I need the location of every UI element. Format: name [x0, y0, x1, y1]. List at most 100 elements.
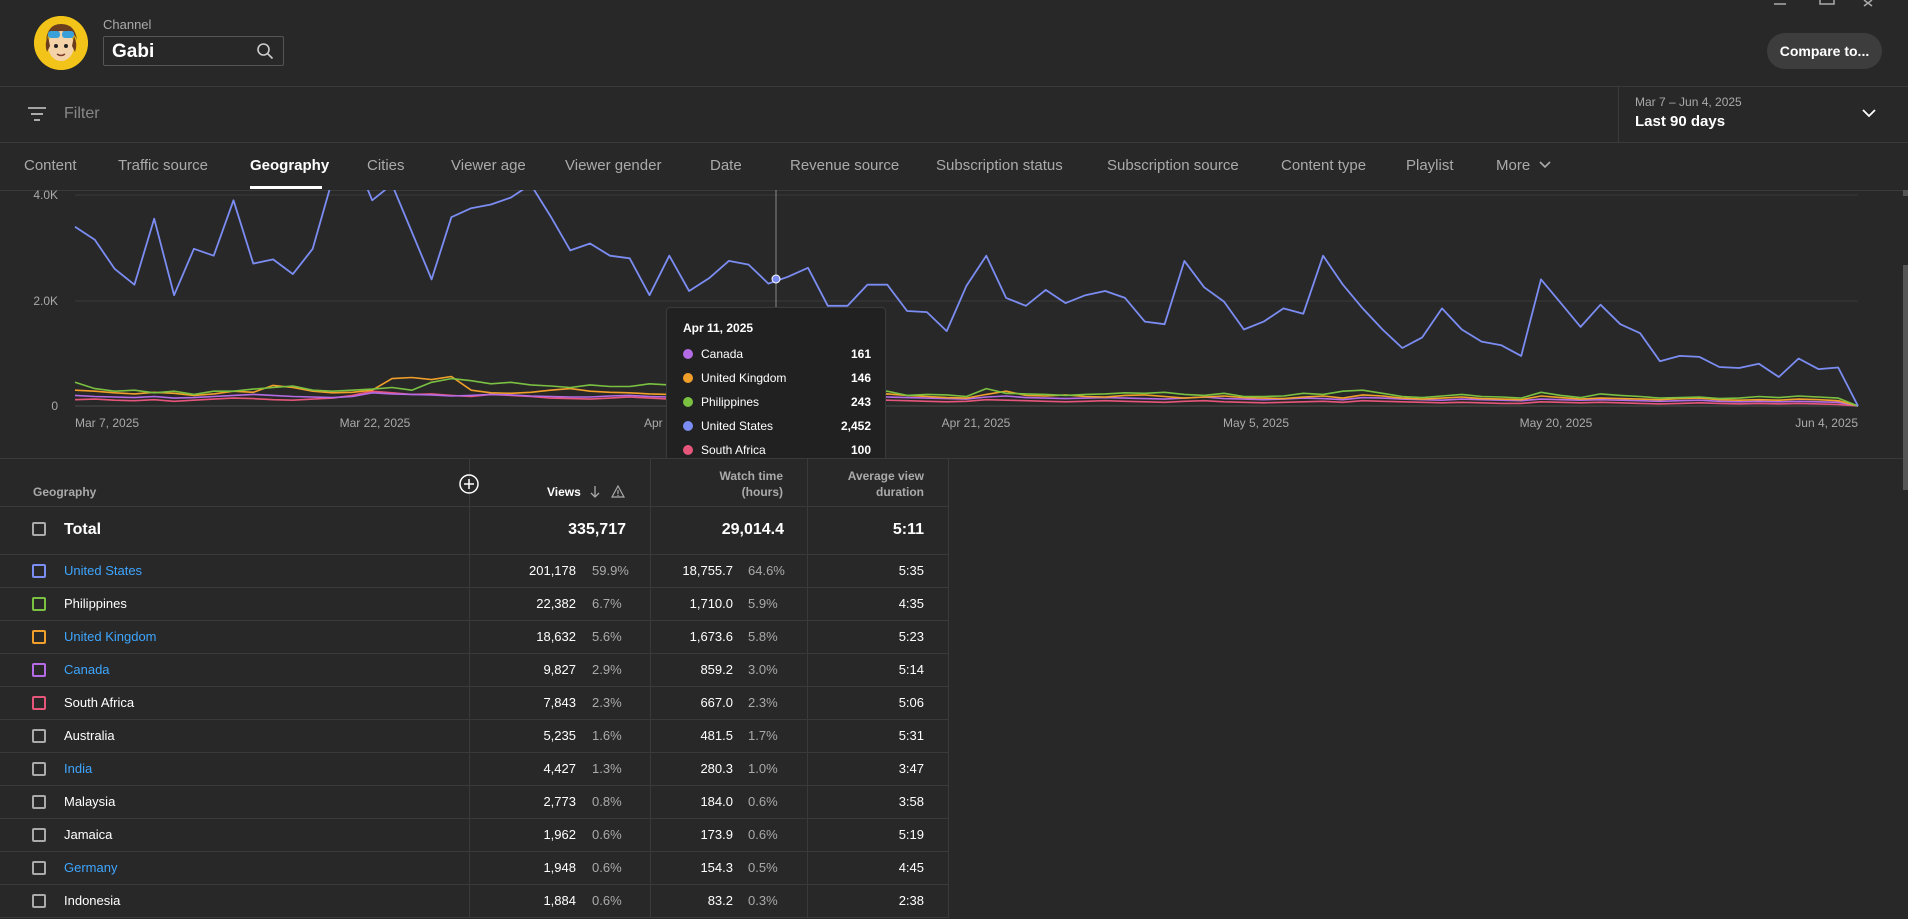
country-name: Philippines [64, 596, 127, 611]
tab-subscription-source[interactable]: Subscription source [1107, 157, 1239, 174]
compare-to-button[interactable]: Compare to... [1767, 33, 1882, 69]
tooltip-row: United States 2,452 [683, 417, 871, 437]
row-checkbox[interactable] [32, 564, 46, 578]
tooltip-country: United States [701, 419, 774, 433]
views-line-chart[interactable]: 4.0K 2.0K 0 Mar 7, 2025 Mar 22, 2025 Apr… [0, 190, 1908, 458]
column-header-avg-duration[interactable]: Average view [847, 469, 924, 483]
column-header-watch-time[interactable]: Watch time [719, 469, 783, 483]
watch-time-percent: 5.8% [748, 629, 778, 644]
row-checkbox[interactable] [32, 795, 46, 809]
x-tick-label: Mar 22, 2025 [340, 416, 411, 430]
channel-name[interactable]: Gabi [112, 41, 155, 62]
table-row[interactable]: India 4,427 1.3% 280.3 1.0% 3:47 [0, 752, 948, 786]
channel-avatar[interactable] [34, 16, 88, 70]
country-name[interactable]: Canada [64, 662, 110, 677]
row-checkbox[interactable] [32, 762, 46, 776]
tab-viewer-age[interactable]: Viewer age [451, 157, 526, 174]
date-period-label[interactable]: Last 90 days [1635, 113, 1726, 130]
y-tick-label: 4.0K [33, 190, 58, 202]
warning-icon[interactable] [611, 485, 625, 498]
tab-traffic-source[interactable]: Traffic source [118, 157, 209, 174]
total-checkbox[interactable] [32, 522, 46, 536]
row-checkbox[interactable] [32, 828, 46, 842]
legend-dot-icon [683, 421, 693, 431]
watch-time-value: 154.3 [700, 860, 733, 875]
table-row[interactable]: Germany 1,948 0.6% 154.3 0.5% 4:45 [0, 851, 948, 885]
watch-time-value: 184.0 [700, 794, 733, 809]
watch-time-value: 83.2 [707, 893, 733, 908]
channel-label: Channel [103, 17, 152, 32]
row-checkbox[interactable] [32, 630, 46, 644]
column-header-geography[interactable]: Geography [33, 485, 97, 499]
sort-down-icon[interactable] [589, 485, 601, 499]
table-row[interactable]: South Africa 7,843 2.3% 667.0 2.3% 5:06 [0, 686, 948, 720]
row-checkbox[interactable] [32, 663, 46, 677]
watch-time-percent: 1.0% [748, 761, 778, 776]
add-column-icon[interactable] [459, 474, 479, 494]
table-row[interactable]: Malaysia 2,773 0.8% 184.0 0.6% 3:58 [0, 785, 948, 819]
tab-content[interactable]: Content [24, 157, 77, 174]
views-percent: 0.6% [592, 827, 622, 842]
tooltip-date: Apr 11, 2025 [683, 321, 754, 335]
table-row[interactable]: United Kingdom 18,632 5.6% 1,673.6 5.8% 5:23 [0, 620, 948, 654]
avg-duration-value: 3:58 [898, 794, 924, 809]
y-tick-label: 2.0K [33, 294, 58, 308]
total-row: Total 335,717 29,014.4 5:11 [0, 506, 948, 555]
geography-table [0, 458, 1908, 919]
chevron-down-icon[interactable] [1860, 106, 1878, 120]
watch-time-percent: 64.6% [748, 563, 785, 578]
legend-dot-icon [683, 373, 693, 383]
country-name: Malaysia [64, 794, 116, 809]
toolbar-icons-partial[interactable] [1760, 0, 1900, 8]
filter-input[interactable]: Filter [64, 105, 100, 122]
table-row[interactable]: Australia 5,235 1.6% 481.5 1.7% 5:31 [0, 719, 948, 753]
country-name[interactable]: India [64, 761, 93, 776]
views-value: 2,773 [543, 794, 576, 809]
row-checkbox[interactable] [32, 894, 46, 908]
tab-date[interactable]: Date [710, 157, 742, 174]
tab-geography[interactable]: Geography [250, 157, 330, 174]
tab-more[interactable]: More [1496, 157, 1552, 174]
avg-duration-value: 5:23 [898, 629, 924, 644]
views-percent: 2.9% [592, 662, 622, 677]
column-header-watch-time-unit: (hours) [741, 485, 783, 499]
search-icon[interactable] [256, 42, 274, 60]
column-header-views[interactable]: Views [547, 485, 581, 499]
row-checkbox[interactable] [32, 597, 46, 611]
table-row[interactable]: Indonesia 1,884 0.6% 83.2 0.3% 2:38 [0, 884, 948, 918]
tab-playlist[interactable]: Playlist [1406, 157, 1454, 174]
avg-duration-value: 5:19 [898, 827, 924, 842]
table-row[interactable]: Philippines 22,382 6.7% 1,710.0 5.9% 4:35 [0, 587, 948, 621]
hover-point [771, 274, 781, 284]
table-row[interactable]: United States 201,178 59.9% 18,755.7 64.6% 5:… [0, 554, 948, 588]
series-line-united-states [74, 190, 1859, 407]
dimension-tabs [0, 143, 1908, 191]
views-value: 201,178 [529, 563, 576, 578]
table-row[interactable]: Canada 9,827 2.9% 859.2 3.0% 5:14 [0, 653, 948, 687]
tab-revenue-source[interactable]: Revenue source [790, 157, 900, 174]
country-name[interactable]: Germany [64, 860, 118, 875]
country-name[interactable]: United States [64, 563, 143, 578]
avg-duration-value: 4:35 [898, 596, 924, 611]
tab-content-type[interactable]: Content type [1281, 157, 1367, 174]
page-scrollbar[interactable] [1903, 265, 1908, 490]
tab-subscription-status[interactable]: Subscription status [936, 157, 1063, 174]
tooltip-value: 243 [850, 395, 871, 409]
country-name: Indonesia [64, 893, 121, 908]
chart-scroll-edge [1903, 190, 1908, 196]
channel-search-box[interactable]: Gabi [103, 36, 284, 66]
row-checkbox[interactable] [32, 696, 46, 710]
filter-icon[interactable] [26, 104, 48, 124]
views-value: 4,427 [543, 761, 576, 776]
country-name[interactable]: United Kingdom [64, 629, 157, 644]
tab-cities[interactable]: Cities [367, 157, 405, 174]
avg-duration-value: 3:47 [898, 761, 924, 776]
header [0, 0, 1908, 87]
row-checkbox[interactable] [32, 729, 46, 743]
tooltip-value: 146 [850, 371, 871, 385]
watch-time-value: 481.5 [700, 728, 733, 743]
date-range-selector[interactable] [1618, 87, 1908, 142]
tab-viewer-gender[interactable]: Viewer gender [565, 157, 662, 174]
row-checkbox[interactable] [32, 861, 46, 875]
table-row[interactable]: Jamaica 1,962 0.6% 173.9 0.6% 5:19 [0, 818, 948, 852]
